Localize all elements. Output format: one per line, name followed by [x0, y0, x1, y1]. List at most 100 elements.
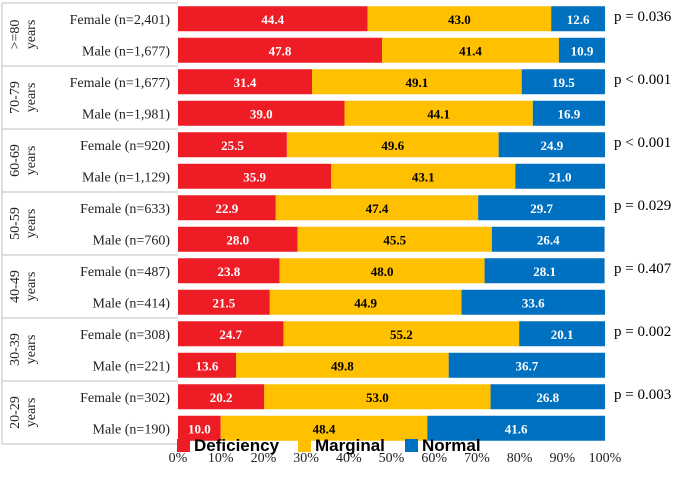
bar-segment-normal	[484, 258, 605, 284]
data-label: 25.5	[221, 138, 244, 153]
bar-segment-marginal	[283, 321, 520, 347]
bar-segment-marginal	[297, 226, 492, 252]
p-value: p = 0.003	[614, 387, 671, 403]
data-label: 35.9	[243, 169, 266, 184]
bar-segment-normal	[427, 415, 605, 441]
bar-segment-deficiency	[178, 352, 237, 378]
row-label: Female (n=308)	[80, 328, 170, 343]
x-tick-label: 90%	[549, 451, 575, 466]
data-label: 36.7	[515, 358, 538, 373]
bar-segment-deficiency	[178, 6, 368, 32]
data-label: 48.0	[371, 264, 394, 279]
data-label: 49.1	[406, 75, 429, 90]
data-label: 41.4	[459, 43, 482, 58]
row-label: Female (n=487)	[80, 265, 170, 280]
x-tick-label: 40%	[336, 451, 362, 466]
bar-segment-normal	[498, 132, 605, 158]
data-label: 49.6	[381, 138, 404, 153]
bar-segment-normal	[478, 195, 605, 221]
x-tick-label: 60%	[421, 451, 447, 466]
bar-segment-normal	[519, 321, 605, 347]
data-label: 21.0	[549, 169, 572, 184]
bar-segment-marginal	[279, 258, 485, 284]
row-label: Female (n=2,401)	[70, 13, 171, 28]
data-label: 29.7	[530, 201, 553, 216]
group-label-line: years	[24, 335, 39, 365]
bar-segment-deficiency	[178, 132, 287, 158]
data-label: 12.6	[567, 12, 590, 27]
x-tick-label: 70%	[464, 451, 490, 466]
group-label-line: years	[24, 20, 39, 50]
data-label: 21.5	[213, 295, 236, 310]
p-value: p = 0.036	[614, 9, 672, 25]
bar-segment-marginal	[264, 384, 491, 410]
p-value: p = 0.407	[614, 261, 672, 277]
group-label: 50-59years	[8, 207, 39, 240]
group-label-line: 40-49	[8, 270, 23, 303]
legend: Deficiency Marginal Normal	[177, 436, 481, 455]
data-label: 47.8	[269, 43, 292, 58]
data-label: 20.1	[551, 327, 574, 342]
bar-segment-deficiency	[178, 100, 345, 126]
row-label: Male (n=1,981)	[82, 107, 170, 122]
group-label: 40-49years	[8, 270, 39, 303]
row-label: Female (n=920)	[80, 139, 170, 154]
group-label: 60-69years	[8, 144, 39, 177]
data-label: 28.1	[533, 264, 556, 279]
row-label: Male (n=1,677)	[82, 44, 170, 59]
data-label: 24.9	[540, 138, 563, 153]
bar-segment-normal	[490, 384, 605, 410]
data-label: 20.2	[210, 390, 233, 405]
group-label-line: 30-39	[8, 333, 23, 366]
group-label: 20-29years	[8, 396, 39, 429]
group-label-line: 50-59	[8, 207, 23, 240]
group-label-line: 60-69	[8, 144, 23, 177]
bars-layer	[178, 6, 605, 441]
group-label-line: 20-29	[8, 396, 23, 429]
data-label: 43.0	[448, 12, 471, 27]
bar-segment-normal	[491, 226, 605, 252]
data-label: 24.7	[219, 327, 242, 342]
data-label: 47.4	[366, 201, 389, 216]
data-label: 44.4	[261, 12, 284, 27]
bar-segment-marginal	[269, 289, 462, 315]
row-label: Male (n=1,129)	[82, 170, 170, 185]
legend-swatch	[298, 439, 311, 452]
x-axis: 0% 10% 20% 30% 40% 50% 60% 70% 80% 90% 100%	[169, 451, 622, 466]
bar-segment-marginal	[331, 163, 516, 189]
row-label: Female (n=1,677)	[70, 76, 171, 91]
group-label: 30-39years	[8, 333, 39, 366]
data-label: 55.2	[390, 327, 413, 342]
legend-swatch	[405, 439, 418, 452]
row-label: Male (n=221)	[93, 359, 171, 374]
bar-segment-marginal	[312, 69, 522, 95]
data-label: 53.0	[366, 390, 389, 405]
x-tick-label: 20%	[251, 451, 277, 466]
group-label-line: years	[24, 209, 39, 239]
bar-segment-marginal	[367, 6, 552, 32]
p-value: p < 0.001	[614, 135, 671, 151]
data-label: 10.0	[188, 421, 211, 436]
data-label: 33.6	[522, 295, 545, 310]
chart-frame	[1, 2, 178, 445]
bar-segment-normal	[521, 69, 605, 95]
group-label-line: years	[24, 146, 39, 176]
bar-segment-deficiency	[178, 258, 280, 284]
row-label: Female (n=302)	[80, 391, 170, 406]
bar-segment-deficiency	[178, 37, 383, 63]
data-label: 26.8	[536, 390, 559, 405]
group-label-line: years	[24, 83, 39, 113]
row-label: Male (n=760)	[93, 233, 171, 248]
bar-segment-marginal	[286, 132, 499, 158]
row-label: Male (n=414)	[93, 296, 171, 311]
data-label: 49.8	[331, 358, 354, 373]
x-tick-label: 80%	[507, 451, 533, 466]
data-label: 26.4	[537, 232, 560, 247]
bar-segment-marginal	[236, 352, 449, 378]
group-label-line: years	[24, 398, 39, 428]
bar-segment-deficiency	[178, 321, 284, 347]
bar-segment-deficiency	[178, 289, 270, 315]
data-label: 45.5	[383, 232, 406, 247]
